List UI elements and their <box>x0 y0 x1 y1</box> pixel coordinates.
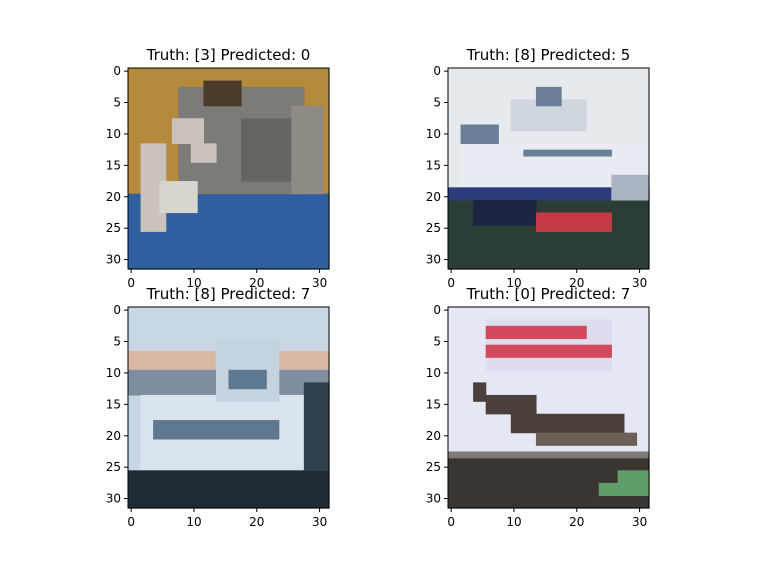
image-pixel-block <box>159 181 198 214</box>
image-pixel-block <box>617 470 650 484</box>
y-tick-label: 30 <box>426 253 441 267</box>
x-tick-label: 0 <box>447 276 455 290</box>
y-tick-label: 5 <box>113 335 121 349</box>
y-tick-label: 20 <box>106 190 121 204</box>
subplot-title: Truth: [0] Predicted: 7 <box>466 285 631 303</box>
y-tick-label: 5 <box>433 335 441 349</box>
image-pixel-block <box>485 344 612 358</box>
image-pixel-block <box>535 432 638 446</box>
y-tick-label: 10 <box>106 366 121 380</box>
y-tick-label: 10 <box>426 366 441 380</box>
x-tick-label: 30 <box>312 276 327 290</box>
image-pixel-block <box>303 382 330 471</box>
y-tick-label: 15 <box>106 158 121 172</box>
subplot-3: Truth: [8] Predicted: 7 0 10 20 30 0 5 10 15 20 25… <box>106 285 330 529</box>
x-tick-label: 0 <box>127 276 135 290</box>
x-tick-label: 20 <box>569 515 584 529</box>
image-pixel-block <box>611 174 650 201</box>
y-tick-label: 10 <box>426 127 441 141</box>
image-pixel-block <box>485 394 537 415</box>
x-tick-label: 10 <box>186 276 201 290</box>
y-tick-label: 5 <box>433 96 441 110</box>
image-pixel-block <box>448 187 650 201</box>
axes-frame <box>127 306 330 509</box>
y-tick-label: 20 <box>106 429 121 443</box>
image-pixel-block <box>485 325 587 340</box>
image-pixel-block <box>598 482 650 497</box>
image-pixel-block <box>291 105 324 195</box>
subplot-2: Truth: [8] Predicted: 5 0 10 20 30 0 5 10 15 20 25… <box>426 46 650 290</box>
image-pixel-block <box>153 420 280 440</box>
x-tick-label: 10 <box>506 515 521 529</box>
image-pixel-block <box>535 86 562 107</box>
image-pixel-block <box>203 80 242 107</box>
axes-frame <box>447 67 650 270</box>
y-tick-label: 15 <box>106 397 121 411</box>
y-tick-label: 10 <box>106 127 121 141</box>
y-tick-label: 25 <box>426 460 441 474</box>
subplot-image <box>128 68 330 270</box>
x-tick-label: 30 <box>632 515 647 529</box>
image-pixel-block <box>510 413 625 434</box>
y-tick-label: 25 <box>106 221 121 235</box>
y-tick-label: 30 <box>106 492 121 506</box>
image-pixel-block <box>448 451 650 459</box>
subplot-image <box>448 307 650 509</box>
image-pixel-block <box>241 118 292 182</box>
subplot-image <box>448 68 650 270</box>
y-tick-label: 15 <box>426 397 441 411</box>
x-tick-label: 30 <box>312 515 327 529</box>
x-tick-label: 10 <box>186 515 201 529</box>
subplot-title: Truth: [8] Predicted: 5 <box>466 46 631 64</box>
y-tick-label: 20 <box>426 190 441 204</box>
x-tick-label: 10 <box>506 276 521 290</box>
image-pixel-block <box>190 143 217 163</box>
subplot-title: Truth: [8] Predicted: 7 <box>146 285 311 303</box>
x-tick-label: 0 <box>127 515 135 529</box>
x-tick-label: 30 <box>632 276 647 290</box>
y-tick-label: 30 <box>426 492 441 506</box>
axes-frame <box>447 306 650 509</box>
x-tick-label: 20 <box>569 276 584 290</box>
y-tick-label: 30 <box>106 253 121 267</box>
image-pixel-block <box>460 124 499 144</box>
y-tick-label: 5 <box>113 96 121 110</box>
image-pixel-block <box>523 149 612 157</box>
x-tick-label: 20 <box>249 276 264 290</box>
subplot-image <box>128 307 330 509</box>
image-pixel-block <box>473 199 537 226</box>
y-tick-label: 0 <box>113 64 121 78</box>
subplot-4: Truth: [0] Predicted: 7 0 10 20 30 0 5 10 15 20 25… <box>426 285 650 529</box>
image-pixel-block <box>128 470 330 509</box>
subplot-1: Truth: [3] Predicted: 0 0 10 20 30 0 5 10 15 20 25… <box>106 46 330 290</box>
image-pixel-block <box>535 212 612 232</box>
y-tick-label: 0 <box>113 303 121 317</box>
image-pixel-block <box>473 382 487 402</box>
x-tick-label: 20 <box>249 515 264 529</box>
y-tick-label: 0 <box>433 303 441 317</box>
axes-frame <box>127 67 330 270</box>
subplot-title: Truth: [3] Predicted: 0 <box>146 46 311 64</box>
y-tick-label: 0 <box>433 64 441 78</box>
y-tick-label: 25 <box>426 221 441 235</box>
image-pixel-block <box>228 369 267 390</box>
x-tick-label: 0 <box>447 515 455 529</box>
y-tick-label: 25 <box>106 460 121 474</box>
y-tick-label: 20 <box>426 429 441 443</box>
y-tick-label: 15 <box>426 158 441 172</box>
image-pixel-block <box>171 118 204 144</box>
